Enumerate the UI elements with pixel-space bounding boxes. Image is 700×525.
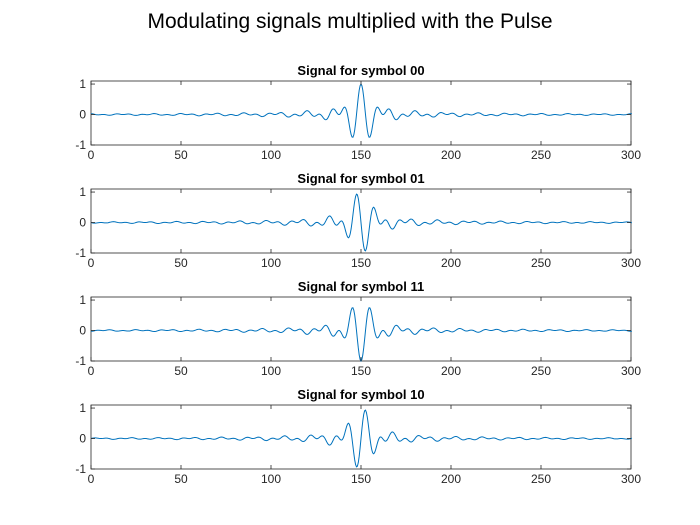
x-tick-label: 100 (261, 364, 281, 378)
x-tick-label: 150 (351, 364, 371, 378)
y-tick-label: 1 (79, 293, 86, 307)
x-tick-label: 300 (621, 364, 641, 378)
subplot-2: Signal for symbol 11 0 50 100 150 200 250 300 -1… (75, 279, 641, 378)
x-tick-label: 300 (621, 472, 641, 486)
subplot-title: Signal for symbol 10 (297, 387, 424, 402)
y-tick-label: -1 (75, 354, 86, 368)
figure-title: Modulating signals multiplied with the P… (147, 10, 553, 33)
y-tick-label: -1 (75, 462, 86, 476)
y-tick-label: 0 (79, 216, 86, 230)
subplot-0: Signal for symbol 00 0 50 100 150 200 250 300 -1… (75, 63, 641, 162)
subplot-title: Signal for symbol 11 (298, 279, 424, 294)
x-tick-label: 0 (88, 472, 95, 486)
x-tick-label: 150 (351, 256, 371, 270)
y-tick-label: 0 (79, 108, 86, 122)
y-tick-label: 0 (79, 324, 86, 338)
signal-line (90, 83, 632, 138)
x-tick-label: 250 (531, 256, 551, 270)
y-tick-label: 1 (79, 185, 86, 199)
x-tick-label: 100 (261, 256, 281, 270)
subplot-3: Signal for symbol 10 0 50 100 150 200 250 300 -1… (75, 387, 641, 486)
y-tick-label: 1 (79, 77, 86, 91)
x-tick-label: 250 (531, 148, 551, 162)
subplot-1: Signal for symbol 01 0 50 100 150 200 250 300 -1… (75, 171, 641, 270)
x-tick-label: 50 (174, 364, 188, 378)
signal-line (90, 193, 633, 252)
y-tick-label: -1 (75, 138, 86, 152)
subplot-title: Signal for symbol 00 (297, 63, 424, 78)
x-tick-label: 250 (531, 472, 551, 486)
x-tick-label: 100 (261, 472, 281, 486)
y-tick-label: -1 (75, 246, 86, 260)
x-tick-label: 0 (88, 148, 95, 162)
x-tick-label: 0 (88, 256, 95, 270)
x-tick-label: 250 (531, 364, 551, 378)
axes-box (90, 296, 632, 362)
axes-box (90, 80, 632, 146)
x-tick-label: 200 (441, 472, 461, 486)
x-tick-label: 50 (174, 148, 188, 162)
x-tick-label: 50 (174, 256, 188, 270)
x-tick-label: 150 (351, 472, 371, 486)
signal-line (90, 307, 632, 363)
subplot-title: Signal for symbol 01 (297, 171, 424, 186)
x-tick-label: 100 (261, 148, 281, 162)
x-tick-label: 150 (351, 148, 371, 162)
x-tick-label: 300 (621, 148, 641, 162)
x-tick-label: 200 (441, 364, 461, 378)
x-tick-label: 200 (441, 256, 461, 270)
x-tick-label: 50 (174, 472, 188, 486)
x-tick-label: 300 (621, 256, 641, 270)
x-tick-label: 200 (441, 148, 461, 162)
y-tick-label: 0 (79, 432, 86, 446)
x-tick-label: 0 (88, 364, 95, 378)
y-tick-label: 1 (79, 401, 86, 415)
signal-line (90, 409, 633, 468)
